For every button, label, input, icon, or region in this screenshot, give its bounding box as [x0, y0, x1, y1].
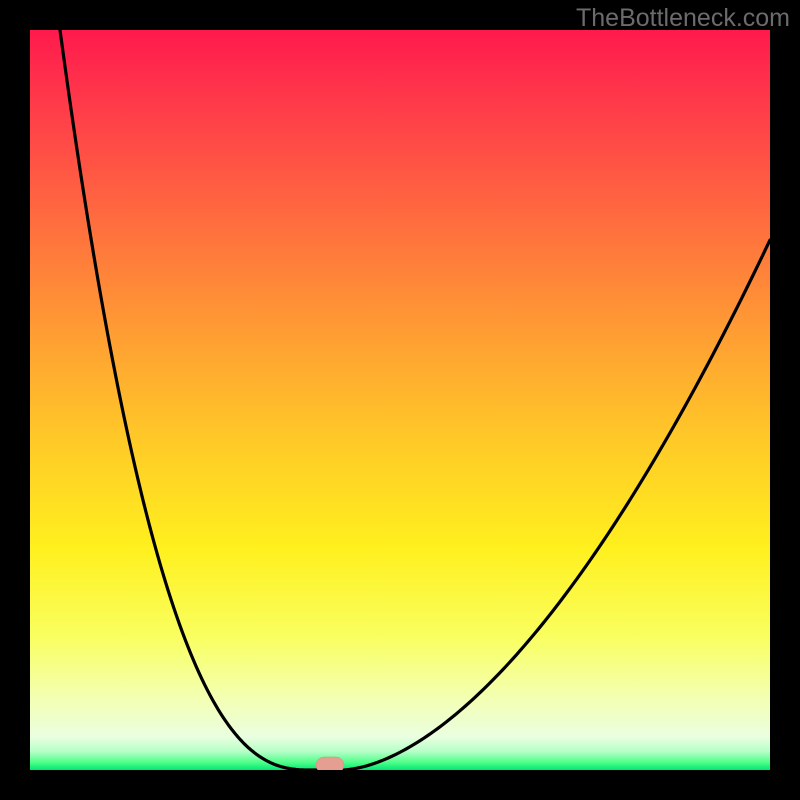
- bottleneck-chart: [0, 0, 800, 800]
- chart-stage: TheBottleneck.com: [0, 0, 800, 800]
- watermark-text: TheBottleneck.com: [576, 4, 790, 33]
- plot-background: [30, 30, 770, 770]
